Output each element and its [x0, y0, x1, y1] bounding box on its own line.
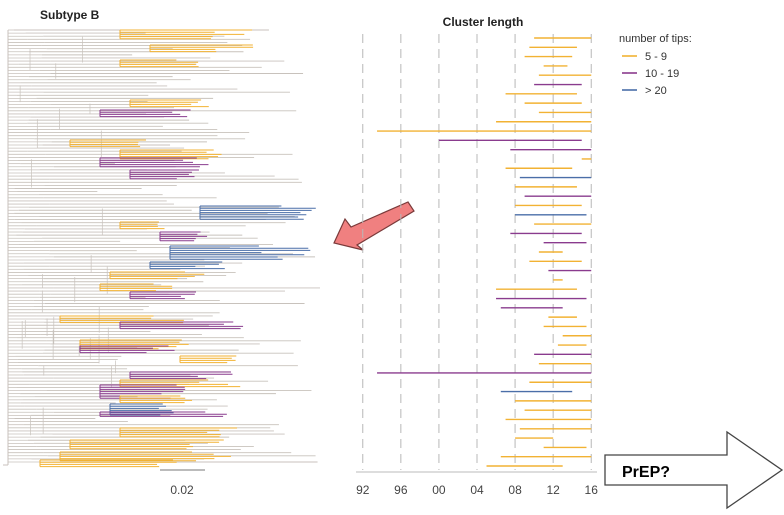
x-tick-label: 16: [585, 483, 599, 497]
tree-cluster: [99, 109, 191, 118]
tree-cluster: [129, 291, 197, 300]
tree-cluster: [99, 411, 227, 417]
legend-label: 5 - 9: [645, 51, 667, 63]
legend-label: > 20: [645, 85, 667, 97]
tree-cluster: [119, 59, 199, 68]
tree-cluster: [149, 261, 225, 270]
legend-title: number of tips:: [619, 33, 692, 45]
x-tick-label: 04: [470, 483, 484, 497]
callout-label: PrEP?: [622, 464, 670, 481]
tree-cluster: [79, 345, 175, 354]
tree-title: Subtype B: [40, 8, 100, 22]
tree-cluster: [199, 205, 316, 220]
tree-cluster: [119, 321, 244, 330]
tree-cluster: [129, 371, 233, 380]
tree-cluster: [99, 157, 209, 168]
x-tick-label: 00: [432, 483, 446, 497]
tree-cluster: [69, 439, 224, 450]
x-tick-label: 08: [508, 483, 522, 497]
x-tick-label: 92: [356, 483, 370, 497]
tree-cluster: [119, 221, 165, 230]
pointer-arrow: [333, 201, 415, 251]
tree-cluster: [119, 29, 253, 40]
tree-cluster: [59, 315, 184, 324]
legend-label: 10 - 19: [645, 68, 679, 80]
cluster-bars: [377, 37, 592, 467]
tree-cluster: [169, 245, 311, 260]
chart-grid: [362, 34, 592, 470]
tree-cluster: [39, 459, 177, 468]
legend: 5 - 9 10 - 19 > 20: [622, 51, 679, 97]
tree-cluster: [129, 169, 199, 180]
tree-cluster: [59, 451, 231, 462]
scale-label: 0.02: [170, 483, 194, 497]
tree-cluster: [159, 231, 208, 242]
chart-title: Cluster length: [443, 15, 524, 29]
tree-cluster: [119, 379, 241, 388]
tree-cluster: [179, 355, 237, 364]
tree-cluster: [109, 271, 205, 280]
tree-cluster: [109, 403, 174, 416]
tree-cluster: [79, 339, 189, 350]
prep-callout-arrow: PrEP?: [604, 430, 784, 510]
tree-cluster: [119, 149, 222, 160]
x-axis-ticks: 92 96 00 04 08 12 16: [356, 483, 598, 497]
tree-cluster: [99, 283, 173, 292]
tree-cluster: [69, 139, 146, 148]
phylogenetic-tree: [3, 29, 320, 468]
tree-cluster: [119, 427, 238, 438]
x-tick-label: 12: [546, 483, 560, 497]
tree-cluster: [119, 395, 193, 404]
tree-cluster: [149, 44, 254, 53]
tree-cluster: [129, 99, 209, 108]
x-tick-label: 96: [394, 483, 408, 497]
